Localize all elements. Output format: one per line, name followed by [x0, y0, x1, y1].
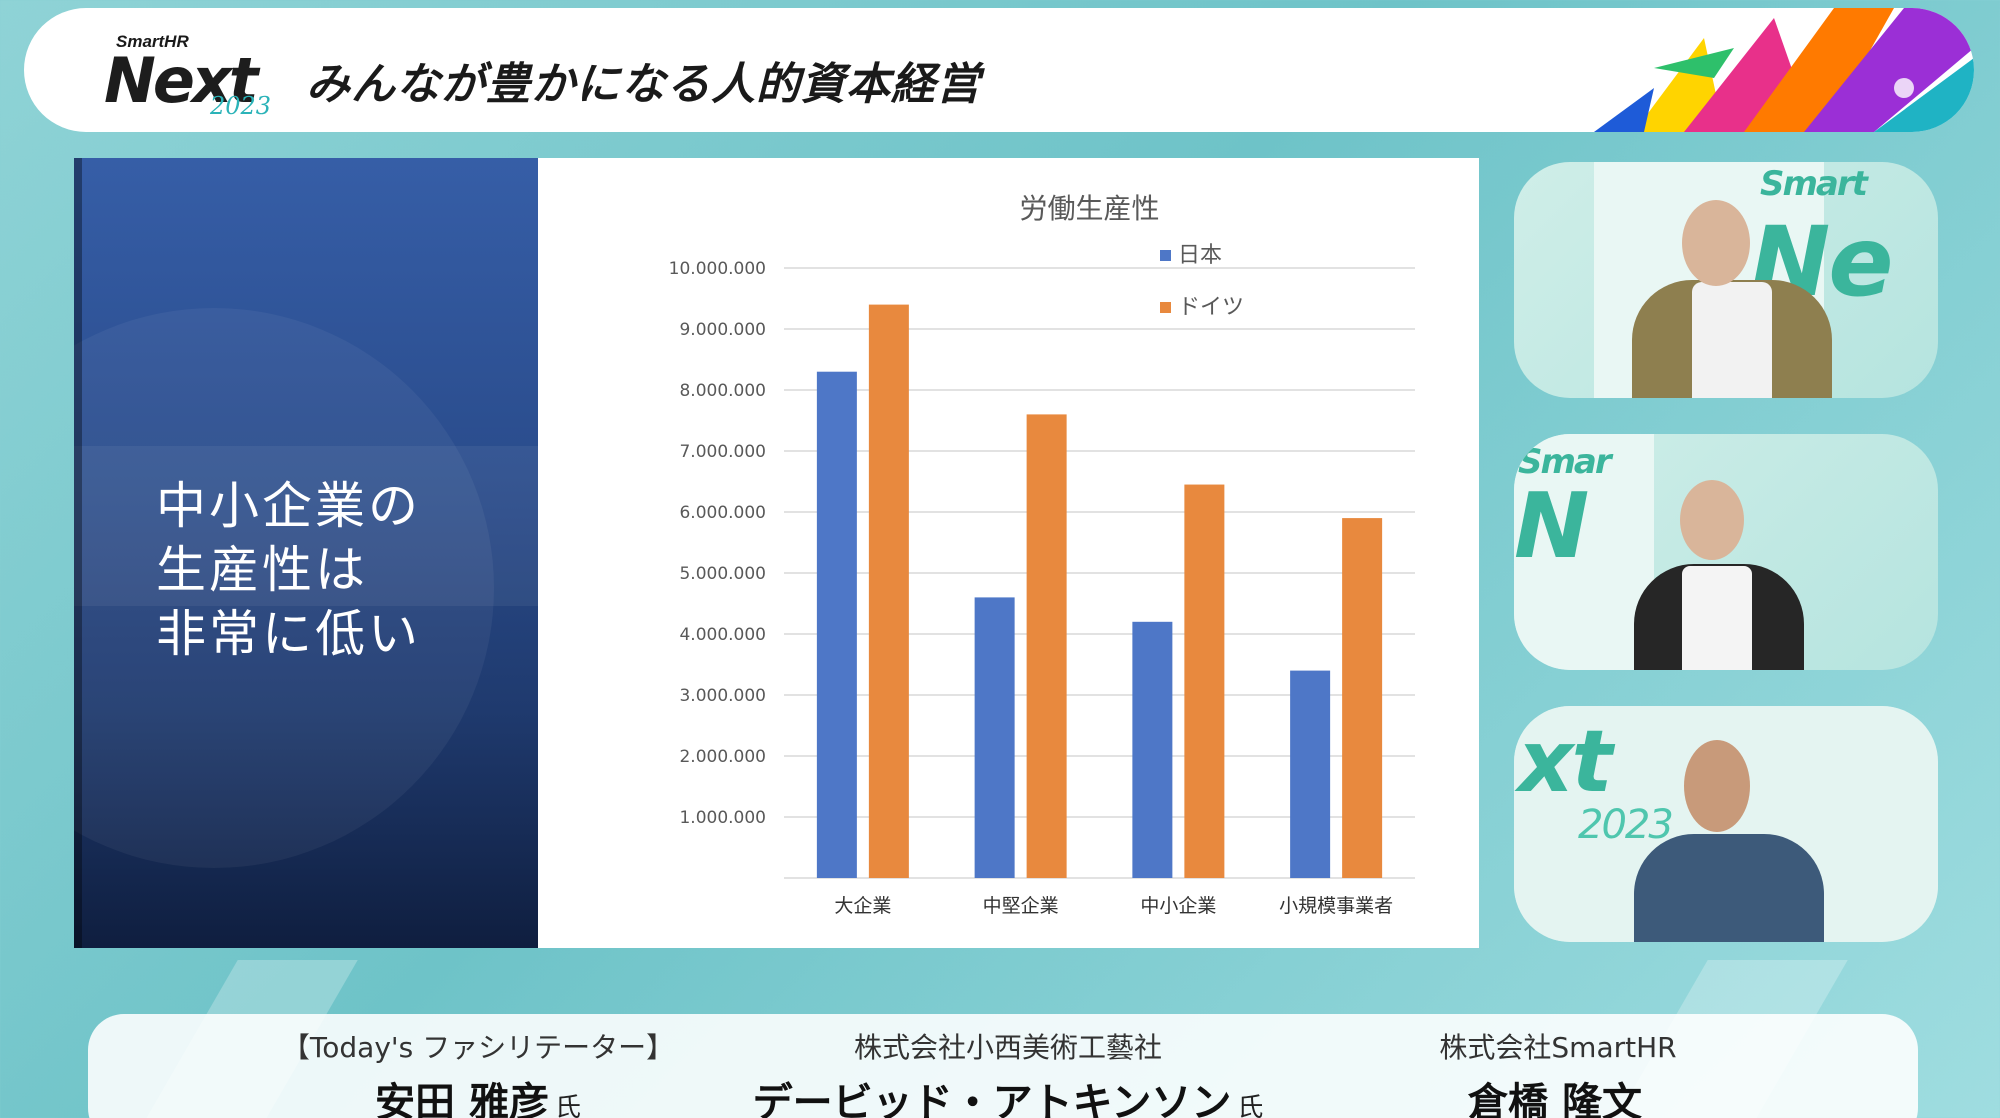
speaker-name: デービッド・アトキンソン [752, 1080, 1232, 1118]
legend-swatch [1160, 302, 1171, 313]
speaker-card-1: 【Today's ファシリテーター】 安田 雅彦氏 [278, 1026, 678, 1118]
speaker-role: 株式会社小西美術工藝社 [853, 1031, 1162, 1064]
bar-series-2 [868, 304, 909, 879]
y-tick-label: 3.000.000 [679, 686, 766, 706]
legend-swatch [1160, 250, 1171, 261]
y-tick-label: 6.000.000 [679, 503, 766, 523]
person-shirt [1682, 566, 1752, 670]
bar-chart: 労働生産性 1.000.000 2.000.000 3.000.000 4.000.00… [669, 192, 1415, 917]
y-tick-label: 4.000.000 [679, 625, 766, 645]
camera-feed-speaker-1: Smart Ne [1514, 162, 1938, 398]
decorative-band [74, 446, 538, 606]
slide-title-panel: 中小企業の 生産性は 非常に低い [74, 158, 538, 948]
slide-heading-line: 生産性は [156, 541, 368, 599]
bar-series-1 [816, 371, 857, 878]
bar-series-1 [1290, 670, 1331, 878]
slide-heading: 中小企業の 生産性は 非常に低い [156, 474, 516, 666]
bar-series-1 [974, 597, 1015, 878]
header-decoration-art [1594, 8, 1974, 132]
studio-logo-text: Smar [1518, 442, 1612, 482]
studio-logo-text: xt [1518, 712, 1613, 812]
event-logo: SmartHR Next 2023 [82, 30, 282, 130]
speaker-role: 株式会社SmartHR [1439, 1031, 1677, 1064]
header-bar: SmartHR Next 2023 みんなが豊かになる人的資本経営 [24, 8, 1974, 132]
y-tick-label: 5.000.000 [679, 564, 766, 584]
y-tick-label: 1.000.000 [679, 808, 766, 828]
session-title: みんなが豊かになる人的資本経営 [306, 59, 981, 110]
speaker-name-line: 安田 雅彦氏 [278, 1070, 678, 1118]
bar-series-2 [1026, 414, 1067, 878]
studio-logo-text: 2023 [1578, 802, 1674, 848]
speaker-honorific: 氏 [554, 1093, 581, 1118]
y-tick-label: 10.000.000 [669, 259, 766, 279]
y-tick-label: 9.000.000 [679, 320, 766, 340]
speaker-card-3: 株式会社SmartHR 倉橋 隆文 [1358, 1026, 1758, 1118]
person-head [1682, 200, 1750, 286]
speaker-role: 【Today's ファシリテーター】 [281, 1031, 675, 1064]
y-tick-label: 7.000.000 [679, 442, 766, 462]
studio-logo-text: N [1514, 474, 1589, 579]
speaker-name-line: 倉橋 隆文 [1358, 1070, 1758, 1118]
panel-edge [74, 158, 82, 948]
bar-series-2 [1184, 484, 1225, 878]
speaker-honorific: 氏 [1237, 1093, 1264, 1118]
studio-wall [1514, 434, 1654, 670]
camera-feed-speaker-2: Smar N [1514, 434, 1938, 670]
x-tick-label: 小規模事業者 [1279, 895, 1393, 917]
speaker-name: 安田 雅彦 [375, 1080, 549, 1118]
speaker-lower-third: 【Today's ファシリテーター】 安田 雅彦氏 株式会社小西美術工藝社 デー… [88, 1014, 1918, 1118]
chart-area: 労働生産性 1.000.000 2.000.000 3.000.000 4.000.00… [538, 158, 1479, 948]
legend-label: 日本 [1178, 243, 1222, 268]
speaker-name: 倉橋 隆文 [1468, 1080, 1642, 1118]
camera-feed-speaker-3: xt 2023 [1514, 706, 1938, 942]
bar-series-1 [1132, 621, 1173, 878]
slide-heading-line: 中小企業の [156, 477, 421, 535]
presentation-slide: 中小企業の 生産性は 非常に低い 労働生産性 1.000.000 2.000.000… [74, 158, 1479, 948]
bar-series-2 [1342, 518, 1383, 878]
x-tick-label: 中堅企業 [983, 895, 1059, 917]
x-tick-label: 大企業 [834, 895, 891, 917]
speaker-name-line: デービッド・アトキンソン氏 [748, 1070, 1268, 1118]
logo-main-text: Next [104, 44, 259, 117]
speaker-card-2: 株式会社小西美術工藝社 デービッド・アトキンソン氏 [748, 1026, 1268, 1118]
logo-year-text: 2023 [210, 92, 272, 120]
y-tick-label: 8.000.000 [679, 381, 766, 401]
legend-label: ドイツ [1178, 295, 1244, 320]
y-tick-label: 2.000.000 [679, 747, 766, 767]
studio-logo-text: Smart [1760, 164, 1868, 204]
person-torso [1634, 834, 1824, 942]
person-head [1684, 740, 1750, 832]
person-shirt [1692, 282, 1772, 398]
slide-heading-line: 非常に低い [156, 605, 421, 663]
logo-brand-text: SmartHR [116, 32, 189, 51]
person-head [1680, 480, 1744, 560]
chart-title: 労働生産性 [1019, 192, 1159, 225]
x-tick-label: 中小企業 [1140, 895, 1216, 917]
